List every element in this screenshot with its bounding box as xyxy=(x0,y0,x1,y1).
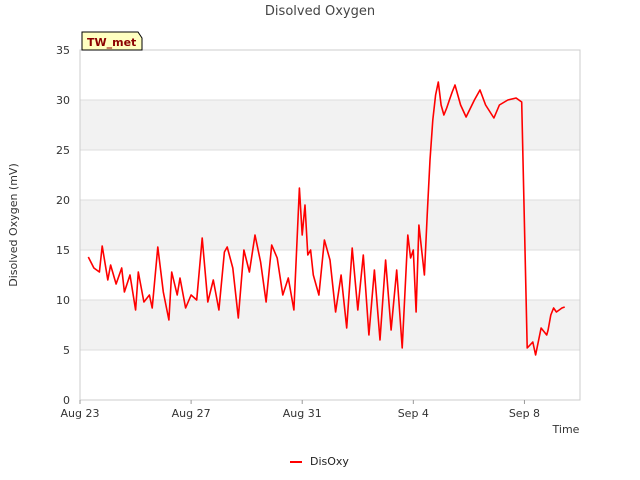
legend-label: DisOxy xyxy=(310,455,349,468)
badge-label: TW_met xyxy=(87,36,136,49)
y-tick-label: 0 xyxy=(63,394,70,407)
chart-gridlines xyxy=(80,49,580,401)
y-axis-ticks: 0 5 10 15 20 25 30 35 xyxy=(56,44,70,407)
x-tick-label: Aug 31 xyxy=(283,407,322,420)
station-badge: TW_met xyxy=(81,31,143,51)
series-line-disoxy xyxy=(87,81,565,356)
y-tick-label: 25 xyxy=(56,144,70,157)
background-band xyxy=(80,100,580,150)
y-tick-label: 10 xyxy=(56,294,70,307)
x-axis-ticks: Aug 23 Aug 27 Aug 31 Sep 4 Sep 8 xyxy=(61,400,540,420)
y-tick-label: 35 xyxy=(56,44,70,57)
y-axis-title: Disolved Oxygen (mV) xyxy=(7,163,20,287)
x-tick-label: Sep 4 xyxy=(398,407,429,420)
y-tick-label: 5 xyxy=(63,344,70,357)
background-band xyxy=(80,300,580,350)
legend: DisOxy xyxy=(290,455,349,468)
series-layer xyxy=(87,81,565,356)
y-tick-label: 20 xyxy=(56,194,70,207)
background-band xyxy=(80,200,580,250)
x-tick-label: Aug 27 xyxy=(172,407,211,420)
chart-background-bands xyxy=(80,100,580,350)
x-axis-title: Time xyxy=(552,423,580,436)
y-tick-label: 30 xyxy=(56,94,70,107)
badge-shape xyxy=(81,31,143,51)
x-tick-label: Sep 8 xyxy=(509,407,540,420)
x-tick-label: Aug 23 xyxy=(61,407,100,420)
chart-title: Disolved Oxygen xyxy=(265,4,375,19)
plot-area-border xyxy=(79,49,581,401)
y-tick-label: 15 xyxy=(56,244,70,257)
